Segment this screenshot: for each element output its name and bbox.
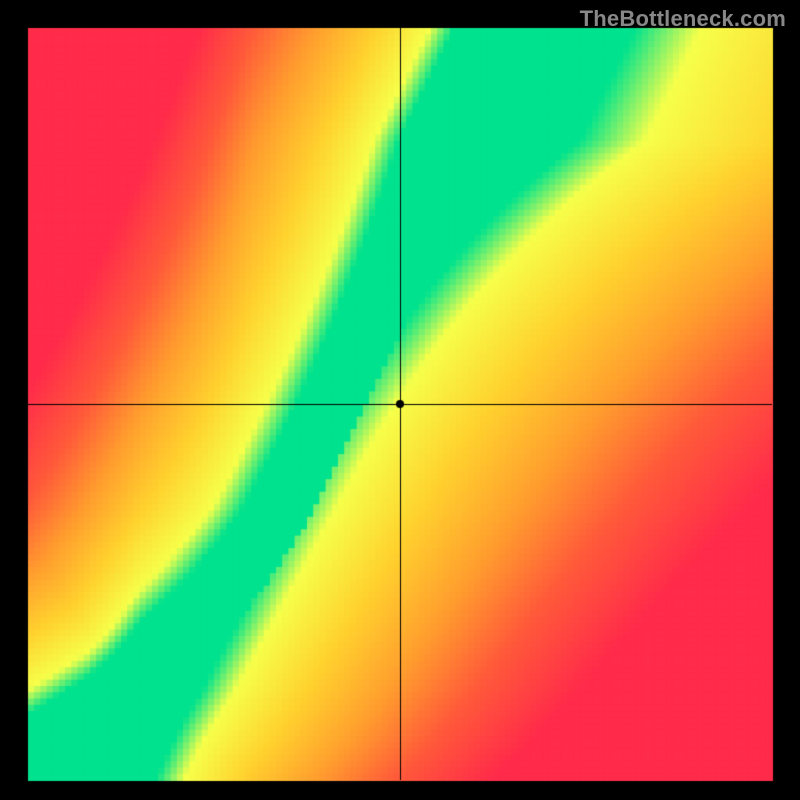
heatmap-canvas — [0, 0, 800, 800]
chart-container: TheBottleneck.com — [0, 0, 800, 800]
watermark-text: TheBottleneck.com — [580, 6, 786, 32]
